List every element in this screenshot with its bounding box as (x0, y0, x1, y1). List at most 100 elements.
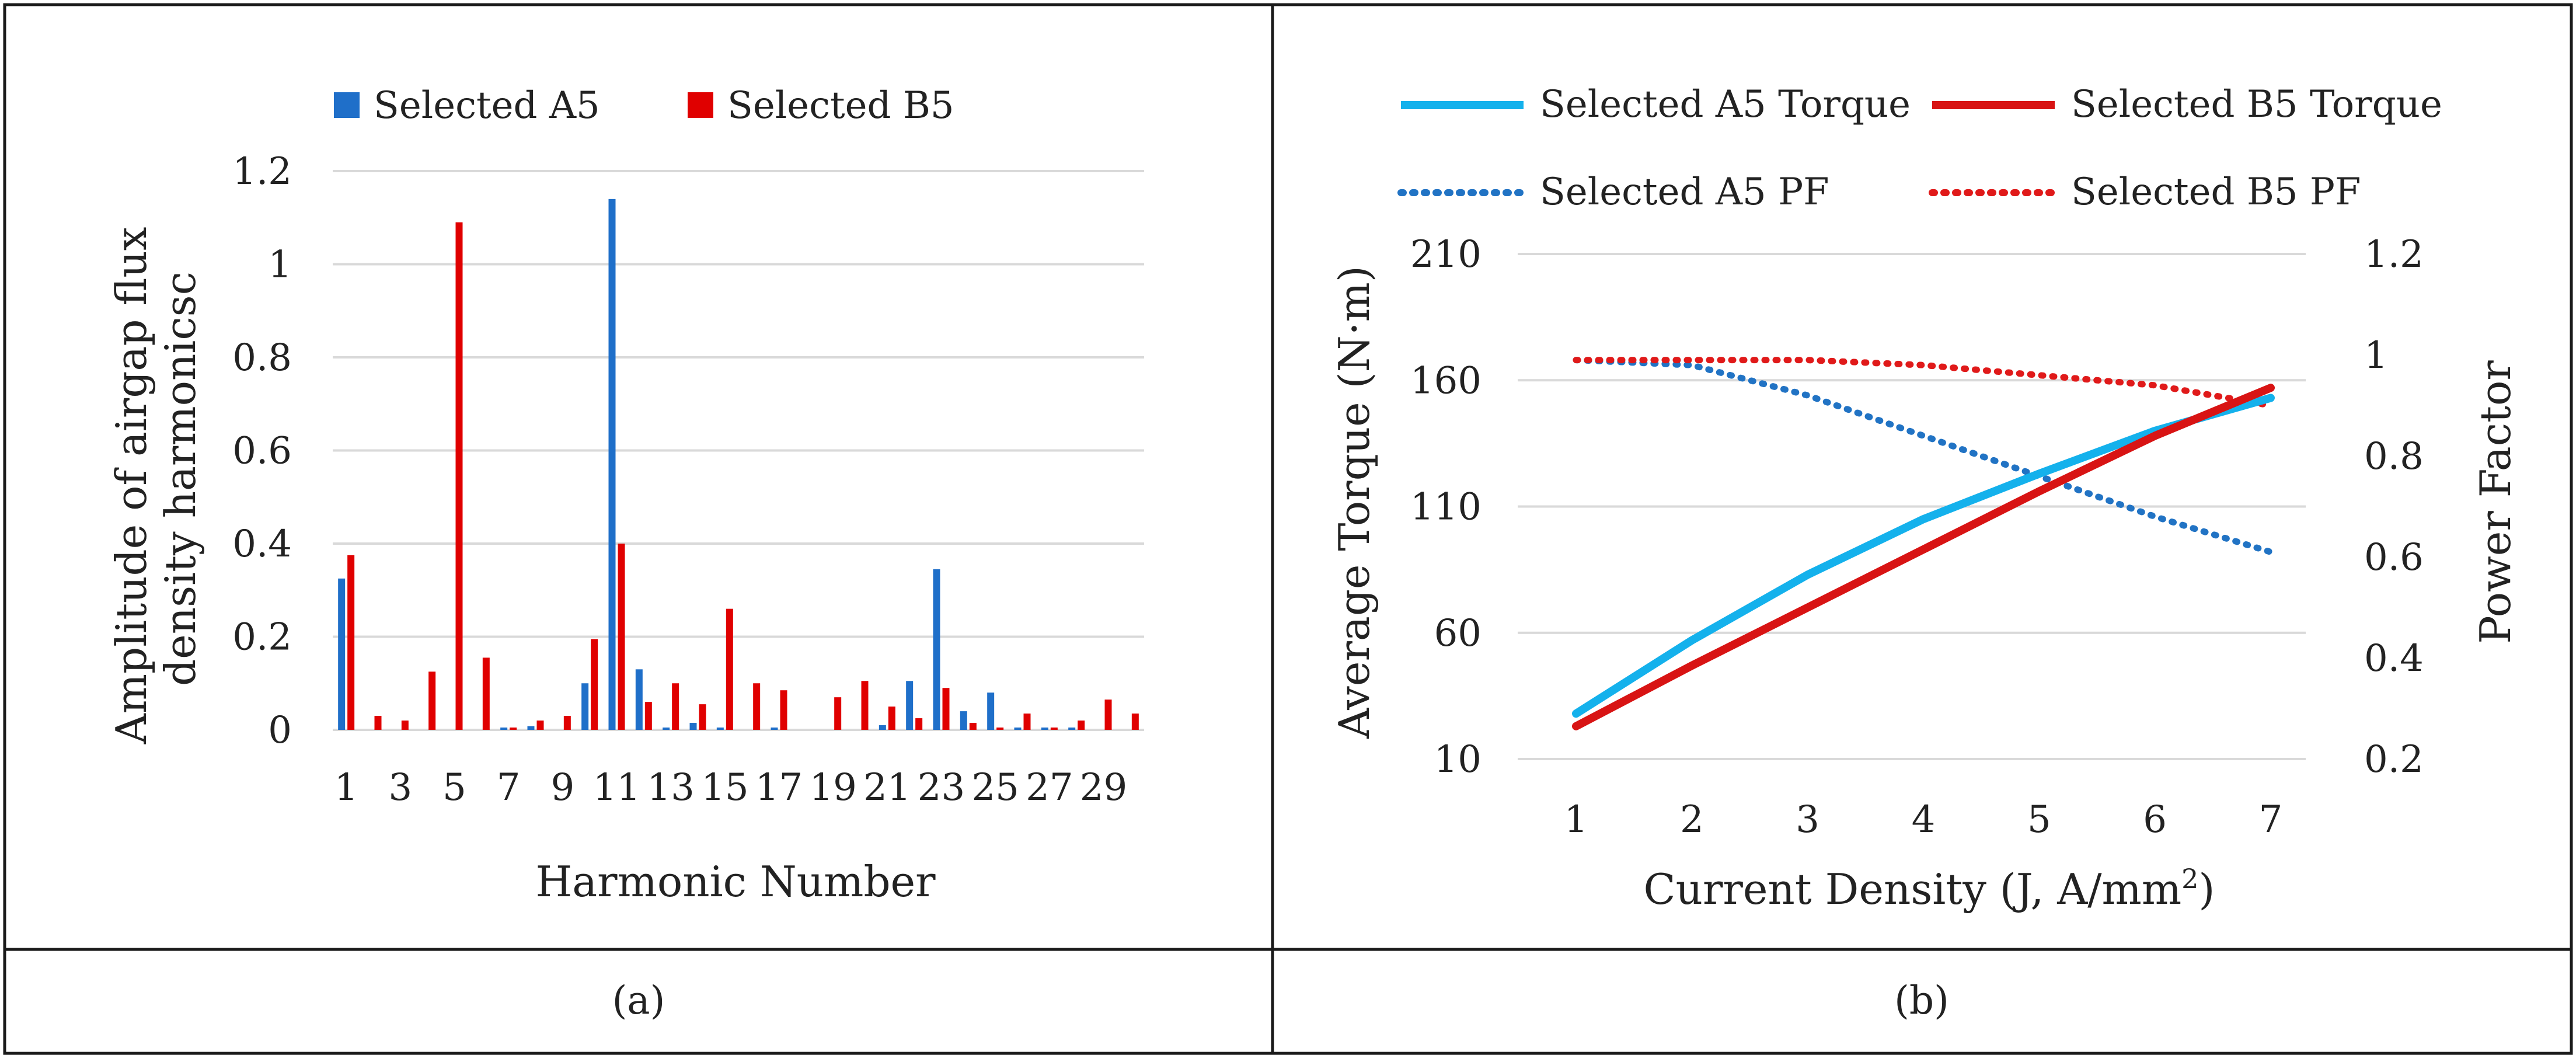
series-line-a5-pf (1573, 357, 2274, 555)
line-right-y-tick-label: 0.8 (2364, 435, 2424, 478)
bar-x-tick-label: 1 (334, 766, 358, 809)
bar-a5-h28 (1068, 728, 1076, 730)
line-right-y-tick-label: 1.2 (2364, 233, 2424, 276)
bar-a5-h12 (635, 669, 643, 730)
line-x-tick-label: 5 (2027, 798, 2051, 841)
bar-a5-h8 (527, 726, 535, 730)
series-line-b5-pf (1573, 357, 2274, 409)
bar-chart-legend: Selected A5 Selected B5 (334, 84, 954, 127)
legend-swatch-a5 (334, 92, 360, 118)
bar-chart-x-ticks: 1 3 5 7 9 11 13 15 17 19 21 23 25 27 29 (334, 766, 1127, 809)
bar-b5-h2 (374, 716, 382, 730)
line-chart-right-y-ticks: 0.2 0.4 0.6 0.8 1 1.2 (2364, 233, 2424, 781)
bar-y-tick-label: 1 (268, 243, 292, 287)
legend-label-b5: Selected B5 (727, 84, 954, 127)
legend-label-a5: Selected A5 (374, 84, 600, 127)
bar-b5-h13 (672, 683, 679, 730)
bar-a5-h24 (960, 711, 967, 730)
line-x-tick-label: 4 (1912, 798, 1936, 841)
bar-x-tick-label: 23 (918, 766, 965, 809)
bar-b5-h1 (347, 555, 355, 730)
bar-a5-h13 (663, 728, 670, 730)
bar-chart-y-axis-title-line1: Amplitude of airgap flux (107, 227, 156, 745)
bar-a5-h10 (581, 683, 589, 730)
bar-chart-bars (338, 199, 1139, 730)
bar-chart-x-axis-title: Harmonic Number (535, 857, 936, 906)
line-x-tick-label: 2 (1680, 798, 1704, 841)
line-chart-x-ticks: 1 2 3 4 5 6 7 (1564, 798, 2283, 841)
line-right-y-tick-label: 0.4 (2364, 637, 2424, 680)
figure-table-frame (3, 3, 2573, 1055)
line-x-tick-label: 1 (1564, 798, 1588, 841)
bar-a5-h21 (879, 725, 886, 730)
bar-b5-h17 (780, 690, 787, 730)
bar-b5-h4 (428, 671, 436, 730)
line-chart-left-y-axis-title: Average Torque (N·m) (1330, 266, 1379, 739)
line-chart-x-axis-title-main: Current Density (J, A/mm (1644, 865, 2182, 914)
legend-label-a5-torque: Selected A5 Torque (1540, 83, 1911, 126)
bar-a5-h14 (689, 723, 697, 730)
bar-x-tick-label: 11 (593, 766, 640, 809)
torque-pf-line-chart: 10 60 110 160 210 0.2 0.4 0.6 0.8 1 1.2 1 2 3 4 5 6 7 A… (1330, 83, 2520, 914)
bar-chart-y-ticks: 0 0.2 0.4 0.6 0.8 1 1.2 (232, 150, 292, 752)
bar-b5-h20 (861, 681, 869, 730)
bar-y-tick-label: 0.8 (232, 336, 292, 380)
legend-label-b5-pf: Selected B5 PF (2071, 170, 2361, 214)
bar-b5-h11 (618, 544, 625, 730)
bar-b5-h25 (996, 728, 1004, 730)
bar-b5-h15 (726, 608, 733, 730)
bar-y-tick-label: 0.2 (232, 616, 292, 659)
bar-a5-h1 (338, 578, 346, 730)
line-x-tick-label: 7 (2259, 798, 2283, 841)
series-line-a5-torque (1572, 394, 2275, 718)
line-chart-x-axis-title-end: ) (2198, 865, 2215, 914)
bar-b5-h19 (834, 697, 842, 730)
caption-b: (b) (1894, 978, 1949, 1023)
line-left-y-tick-label: 110 (1410, 486, 1482, 529)
bar-y-tick-label: 0.6 (232, 430, 292, 473)
bar-y-tick-label: 1.2 (232, 150, 292, 193)
line-chart-gridlines (1518, 253, 2306, 760)
bar-y-tick-label: 0.4 (232, 523, 292, 566)
bar-a5-h26 (1014, 728, 1022, 730)
bar-b5-h27 (1050, 728, 1058, 730)
bar-x-tick-label: 13 (647, 766, 694, 809)
line-right-y-tick-label: 0.6 (2364, 536, 2424, 579)
line-chart-x-axis-title-superscript: 2 (2181, 863, 2198, 895)
bar-b5-h5 (455, 222, 463, 730)
bar-b5-h6 (482, 657, 490, 730)
bar-a5-h27 (1041, 728, 1048, 730)
line-right-y-tick-label: 0.2 (2364, 738, 2424, 781)
bar-x-tick-label: 9 (550, 766, 574, 809)
bar-x-tick-label: 15 (701, 766, 748, 809)
line-chart-series (1572, 357, 2275, 730)
bar-b5-h9 (563, 716, 571, 730)
bar-x-tick-label: 21 (863, 766, 911, 809)
bar-x-tick-label: 7 (497, 766, 521, 809)
legend-label-a5-pf: Selected A5 PF (1540, 170, 1829, 214)
bar-b5-h22 (915, 718, 923, 730)
bar-b5-h28 (1078, 721, 1085, 730)
caption-a: (a) (612, 978, 665, 1023)
bar-a5-h7 (500, 728, 508, 730)
bar-b5-h3 (401, 721, 409, 730)
line-chart-x-axis-title: Current Density (J, A/mm2) (1644, 863, 2215, 914)
bar-x-tick-label: 27 (1026, 766, 1073, 809)
bar-b5-h24 (969, 723, 977, 730)
bar-x-tick-label: 3 (388, 766, 412, 809)
bar-a5-h11 (608, 199, 616, 730)
line-left-y-tick-label: 10 (1434, 738, 1482, 781)
bar-b5-h26 (1023, 714, 1031, 730)
bar-a5-h15 (716, 728, 724, 730)
harmonic-bar-chart: 00.20.40.60.811.2 1 3 5 7 9 11 13 15 17 19 21 23 25 2… (107, 84, 1144, 906)
bar-x-tick-label: 25 (971, 766, 1019, 809)
bar-y-tick-label: 0 (268, 709, 292, 752)
bar-a5-h25 (987, 692, 995, 730)
outer-border (3, 3, 2573, 1055)
bar-b5-h30 (1131, 714, 1139, 730)
bar-b5-h12 (644, 702, 652, 730)
bar-b5-h7 (510, 728, 517, 730)
bar-x-tick-label: 17 (755, 766, 803, 809)
line-chart-left-y-ticks: 10 60 110 160 210 (1410, 233, 1482, 781)
